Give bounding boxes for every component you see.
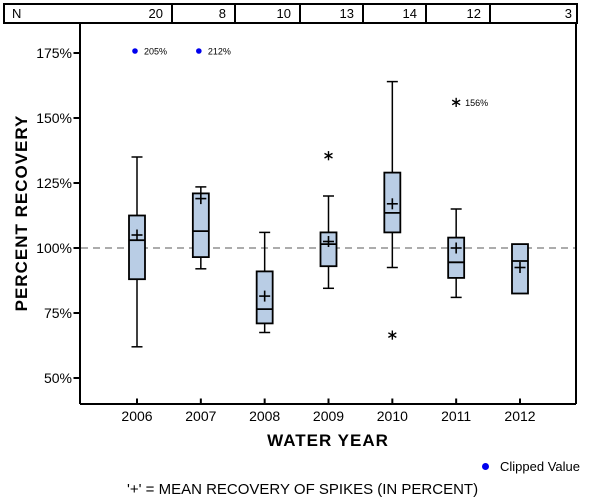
y-tick-label-150: 150%	[36, 110, 72, 126]
y-tick-label-125: 125%	[36, 175, 72, 191]
n-count-cell-2011: 12	[425, 5, 489, 22]
n-row-label: N	[12, 6, 22, 21]
box-2006	[128, 214, 146, 281]
sample-count-header-table: N 20 8 10 13 14 12 3	[3, 3, 578, 24]
y-tick-label-75: 75%	[44, 305, 72, 321]
x-tick-label-2006: 2006	[121, 408, 152, 424]
y-axis-title: PERCENT RECOVERY	[12, 114, 31, 312]
clipped-value-dot-icon	[482, 462, 489, 470]
footnote-mean-recovery: '+' = MEAN RECOVERY OF SPIKES (IN PERCEN…	[127, 481, 479, 498]
legend: Clipped Value	[482, 458, 580, 474]
x-axis-title: WATER YEAR	[267, 431, 389, 450]
x-tick-label-2010: 2010	[377, 408, 408, 424]
x-tick-label-2007: 2007	[185, 408, 216, 424]
outlier-asterisk-2011	[451, 99, 461, 106]
clipped-label-2007: 212%	[208, 47, 231, 57]
x-tick-label-2009: 2009	[313, 408, 344, 424]
y-tick-label-175: 175%	[36, 45, 72, 61]
n-count-value: 20	[148, 6, 163, 21]
outlier-asterisk-2009	[324, 152, 333, 159]
clipped-dot-2006	[132, 48, 138, 54]
n-count-cell-2007: 8	[171, 5, 234, 22]
outlier-asterisk-2010	[387, 332, 397, 339]
n-count-cell-2006: N 20	[5, 5, 171, 22]
n-count-cell-2010: 14	[362, 5, 425, 22]
x-tick-label-2011: 2011	[441, 408, 471, 424]
y-tick-label-50: 50%	[44, 370, 72, 386]
n-count-cell-2008: 10	[234, 5, 299, 22]
clipped-dot-2007	[196, 48, 202, 54]
x-tick-label-2012: 2012	[504, 408, 535, 424]
clipped-label-2006: 205%	[144, 47, 167, 57]
outlier-label-2011: 156%	[465, 98, 488, 108]
n-count-cell-2012: 3	[489, 5, 580, 22]
n-count-cell-2009: 13	[299, 5, 362, 22]
legend-label: Clipped Value	[500, 458, 580, 474]
y-tick-label-100: 100%	[36, 240, 72, 256]
x-tick-label-2008: 2008	[249, 408, 280, 424]
